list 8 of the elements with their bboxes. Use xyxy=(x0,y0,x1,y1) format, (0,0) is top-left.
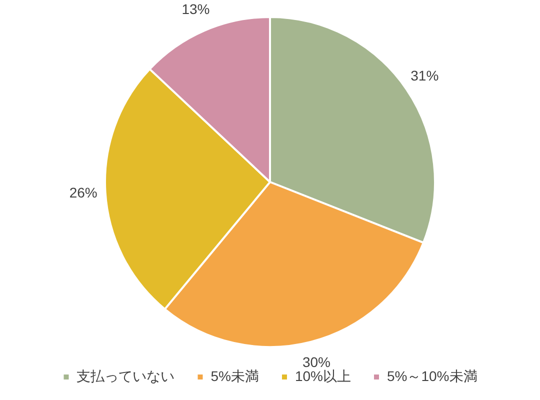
data-label: 13% xyxy=(182,1,210,18)
legend-label: 10%以上 xyxy=(294,368,352,384)
data-label: 26% xyxy=(69,184,98,201)
legend-label: 5%～10%未満 xyxy=(387,368,478,384)
legend-label: 支払っていない xyxy=(76,368,175,384)
legend-label: 5%未満 xyxy=(210,368,259,384)
data-label: 30% xyxy=(302,354,331,370)
data-label: 31% xyxy=(410,68,439,84)
